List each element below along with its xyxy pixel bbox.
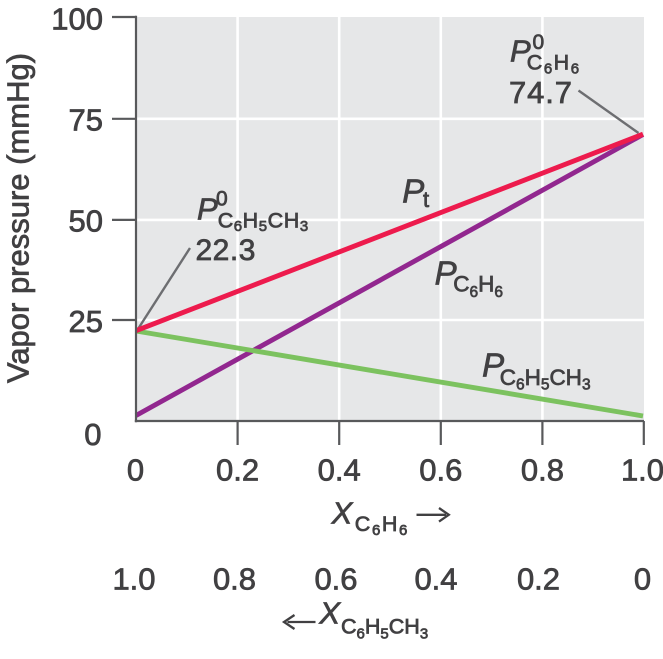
svg-text:t: t (423, 187, 429, 212)
svg-text:P: P (197, 191, 218, 226)
svg-text:0: 0 (634, 561, 651, 596)
svg-text:50: 50 (69, 204, 103, 239)
svg-text:P: P (482, 347, 504, 384)
svg-text:P: P (435, 254, 457, 291)
svg-text:74.7: 74.7 (509, 75, 573, 110)
svg-text:C6H6: C6H6 (355, 512, 409, 539)
svg-text:P: P (510, 34, 531, 69)
svg-text:0.6: 0.6 (314, 561, 357, 596)
svg-text:C6H6: C6H6 (527, 51, 581, 78)
svg-text:25: 25 (69, 304, 103, 339)
svg-text:P: P (402, 173, 424, 210)
svg-text:75: 75 (69, 103, 103, 138)
svg-text:1.0: 1.0 (112, 561, 155, 596)
svg-text:0.6: 0.6 (419, 453, 462, 488)
svg-text:0.2: 0.2 (216, 453, 259, 488)
svg-text:0: 0 (216, 188, 228, 211)
svg-text:X: X (318, 595, 341, 630)
svg-text:0.4: 0.4 (318, 453, 361, 488)
svg-text:0.8: 0.8 (521, 453, 564, 488)
svg-text:0.8: 0.8 (213, 561, 256, 596)
svg-text:22.3: 22.3 (196, 234, 256, 267)
svg-text:0: 0 (127, 453, 144, 488)
svg-text:100: 100 (51, 1, 103, 36)
svg-text:X: X (331, 495, 354, 530)
svg-text:1.0: 1.0 (621, 453, 663, 488)
svg-text:0: 0 (533, 31, 545, 54)
svg-text:Vapor pressure (mmHg): Vapor pressure (mmHg) (1, 53, 36, 383)
svg-text:0: 0 (84, 417, 101, 452)
svg-text:0.4: 0.4 (414, 561, 457, 596)
svg-text:0.2: 0.2 (517, 561, 560, 596)
svg-text:C6H5CH3: C6H5CH3 (341, 615, 428, 643)
